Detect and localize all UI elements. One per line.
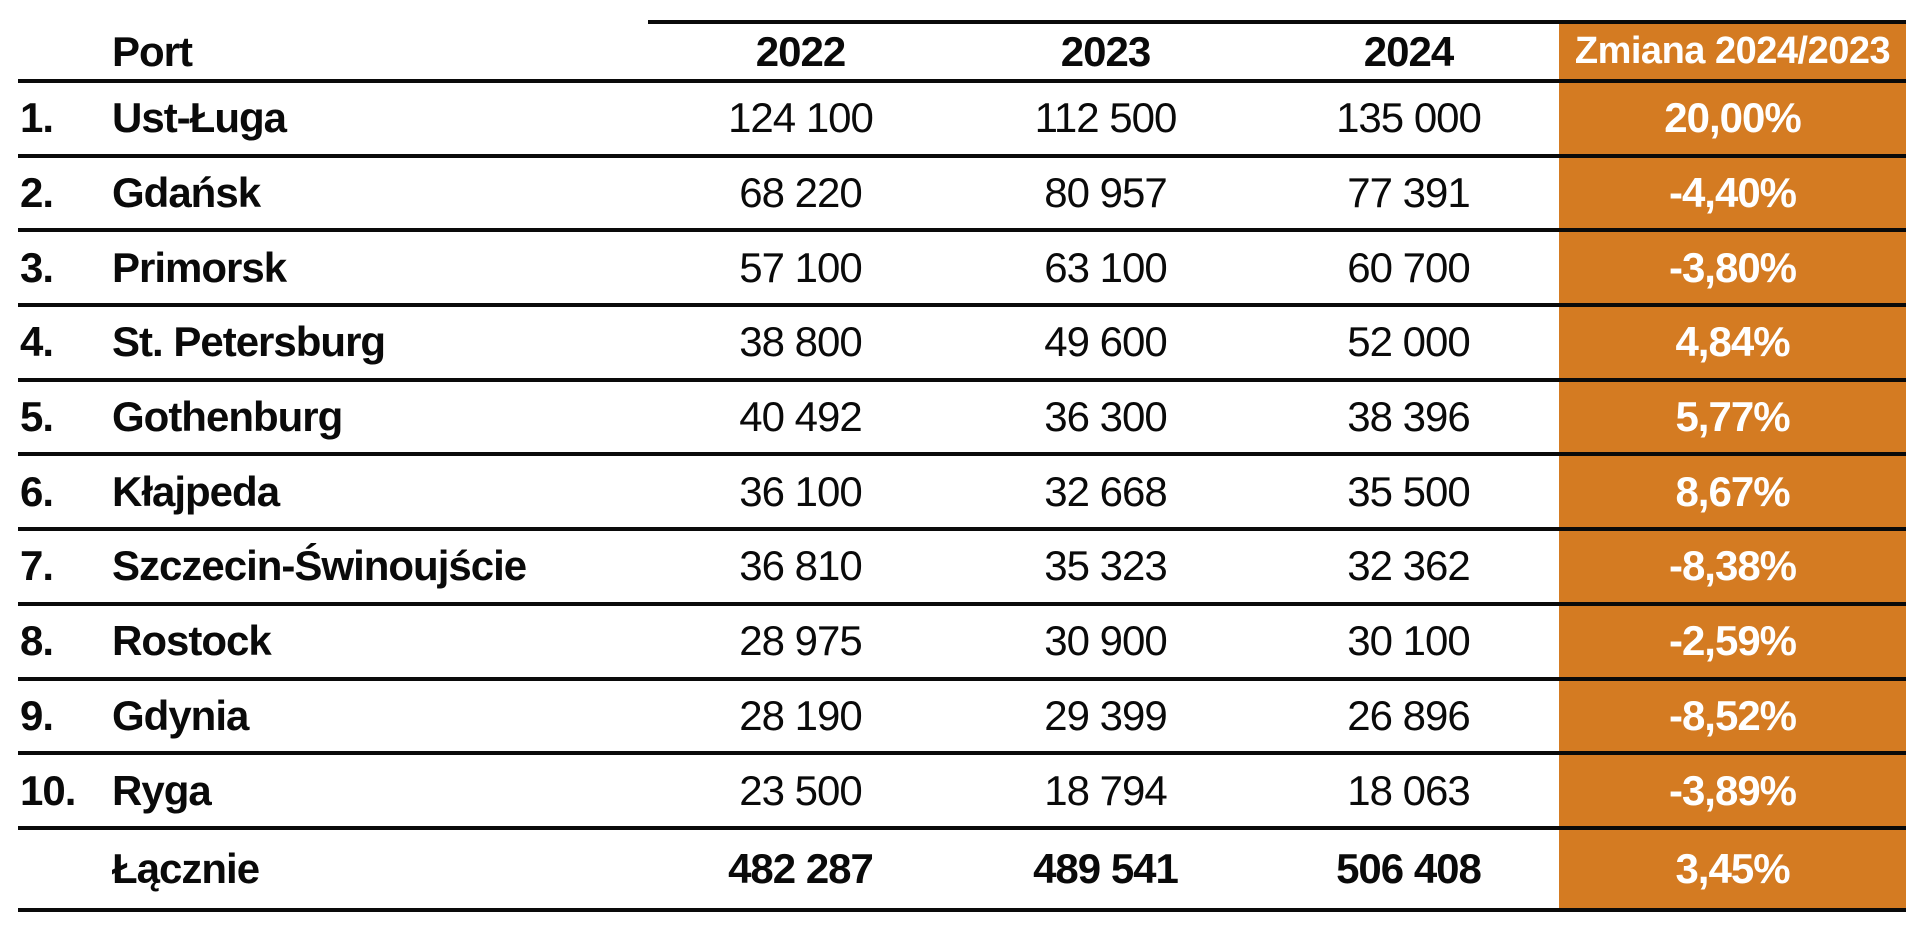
row-rank: 3. bbox=[20, 243, 54, 291]
row-2024-value: 60 700 bbox=[1347, 243, 1470, 291]
row-port: Ust-Ługa bbox=[112, 94, 287, 142]
row-2024-value: 38 396 bbox=[1347, 393, 1470, 441]
row-2024-value: 135 000 bbox=[1336, 94, 1482, 142]
row-2022-value: 36 810 bbox=[739, 542, 862, 590]
row-change-value: 4,84% bbox=[1559, 307, 1906, 378]
row-change-value: -3,80% bbox=[1559, 232, 1906, 304]
table-header-row: Port 2022 2023 2024 Zmiana 2024/2023 bbox=[18, 20, 1906, 83]
row-2023-value: 80 957 bbox=[1044, 169, 1167, 217]
row-change-value: -3,89% bbox=[1559, 755, 1906, 826]
row-2022-value: 57 100 bbox=[739, 243, 862, 291]
table-row: 7. Szczecin-Świnoujście 36 810 35 323 32… bbox=[18, 531, 1906, 606]
table-row: 2. Gdańsk 68 220 80 957 77 391 -4,40% bbox=[18, 157, 1906, 233]
row-2022-value: 38 800 bbox=[739, 318, 862, 366]
row-port: Gdańsk bbox=[112, 169, 261, 217]
row-change-value: -4,40% bbox=[1559, 157, 1906, 229]
row-change-value: -2,59% bbox=[1559, 605, 1906, 677]
row-2023-value: 32 668 bbox=[1044, 467, 1167, 515]
total-2024-value: 506 408 bbox=[1336, 844, 1482, 892]
row-port: Kłajpeda bbox=[112, 467, 280, 515]
total-rank bbox=[18, 830, 112, 908]
row-2023-value: 49 600 bbox=[1044, 318, 1167, 366]
header-2024: 2024 bbox=[1363, 27, 1454, 75]
row-2023-value: 112 500 bbox=[1034, 94, 1178, 142]
row-2022-value: 36 100 bbox=[739, 467, 862, 515]
header-2022: 2022 bbox=[755, 27, 846, 75]
row-2022-value: 23 500 bbox=[739, 766, 862, 814]
table-top-border bbox=[648, 20, 1906, 24]
row-rank: 1. bbox=[20, 94, 54, 142]
row-2022-value: 40 492 bbox=[739, 393, 862, 441]
row-2023-value: 18 794 bbox=[1044, 766, 1167, 814]
row-2023-value: 30 900 bbox=[1044, 617, 1167, 665]
row-2024-value: 77 391 bbox=[1347, 169, 1470, 217]
row-2022-value: 68 220 bbox=[739, 169, 862, 217]
header-rank bbox=[18, 24, 112, 79]
row-rank: 9. bbox=[20, 691, 54, 739]
table-row: 5. Gothenburg 40 492 36 300 38 396 5,77% bbox=[18, 381, 1906, 457]
row-2024-value: 52 000 bbox=[1347, 318, 1470, 366]
row-rank: 4. bbox=[20, 318, 54, 366]
row-change-value: 8,67% bbox=[1559, 456, 1906, 528]
row-change-value: 5,77% bbox=[1559, 381, 1906, 453]
row-2022-value: 28 975 bbox=[739, 617, 862, 665]
row-rank: 7. bbox=[20, 542, 54, 590]
row-2023-value: 63 100 bbox=[1044, 243, 1167, 291]
row-2024-value: 30 100 bbox=[1347, 617, 1470, 665]
row-port: Gothenburg bbox=[112, 393, 343, 441]
row-port: St. Petersburg bbox=[112, 318, 386, 366]
table-row: 1. Ust-Ługa 124 100 112 500 135 000 20,0… bbox=[18, 83, 1906, 158]
table-row: 4. St. Petersburg 38 800 49 600 52 000 4… bbox=[18, 307, 1906, 382]
row-2022-value: 124 100 bbox=[728, 94, 874, 142]
row-2024-value: 18 063 bbox=[1347, 766, 1470, 814]
row-port: Rostock bbox=[112, 617, 272, 665]
row-2024-value: 26 896 bbox=[1347, 691, 1470, 739]
table-row: 10. Ryga 23 500 18 794 18 063 -3,89% bbox=[18, 755, 1906, 830]
row-change-value: -8,38% bbox=[1559, 531, 1906, 602]
row-2024-value: 35 500 bbox=[1347, 467, 1470, 515]
header-port: Port bbox=[112, 27, 193, 75]
header-2023: 2023 bbox=[1060, 27, 1151, 75]
row-rank: 5. bbox=[20, 393, 54, 441]
row-rank: 2. bbox=[20, 169, 54, 217]
row-2023-value: 36 300 bbox=[1044, 393, 1167, 441]
row-2023-value: 35 323 bbox=[1044, 542, 1167, 590]
row-port: Primorsk bbox=[112, 243, 287, 291]
row-port: Ryga bbox=[112, 766, 212, 814]
row-rank: 6. bbox=[20, 467, 54, 515]
ports-table: Port 2022 2023 2024 Zmiana 2024/2023 1. … bbox=[18, 20, 1906, 912]
row-change-value: 20,00% bbox=[1559, 83, 1906, 154]
total-label: Łącznie bbox=[112, 844, 260, 892]
row-2023-value: 29 399 bbox=[1044, 691, 1167, 739]
table-total-row: Łącznie 482 287 489 541 506 408 3,45% bbox=[18, 829, 1906, 912]
row-port: Szczecin-Świnoujście bbox=[112, 542, 527, 590]
row-rank: 8. bbox=[20, 617, 54, 665]
total-change-value: 3,45% bbox=[1559, 829, 1906, 908]
row-2022-value: 28 190 bbox=[739, 691, 862, 739]
row-port: Gdynia bbox=[112, 691, 249, 739]
table-row: 3. Primorsk 57 100 63 100 60 700 -3,80% bbox=[18, 232, 1906, 308]
row-change-value: -8,52% bbox=[1559, 680, 1906, 752]
total-2023-value: 489 541 bbox=[1033, 844, 1179, 892]
table-row: 8. Rostock 28 975 30 900 30 100 -2,59% bbox=[18, 605, 1906, 681]
row-2024-value: 32 362 bbox=[1347, 542, 1470, 590]
row-rank: 10. bbox=[20, 766, 76, 814]
table-row: 6. Kłajpeda 36 100 32 668 35 500 8,67% bbox=[18, 456, 1906, 532]
total-2022-value: 482 287 bbox=[728, 844, 874, 892]
header-change: Zmiana 2024/2023 bbox=[1559, 24, 1906, 79]
table-row: 9. Gdynia 28 190 29 399 26 896 -8,52% bbox=[18, 680, 1906, 756]
